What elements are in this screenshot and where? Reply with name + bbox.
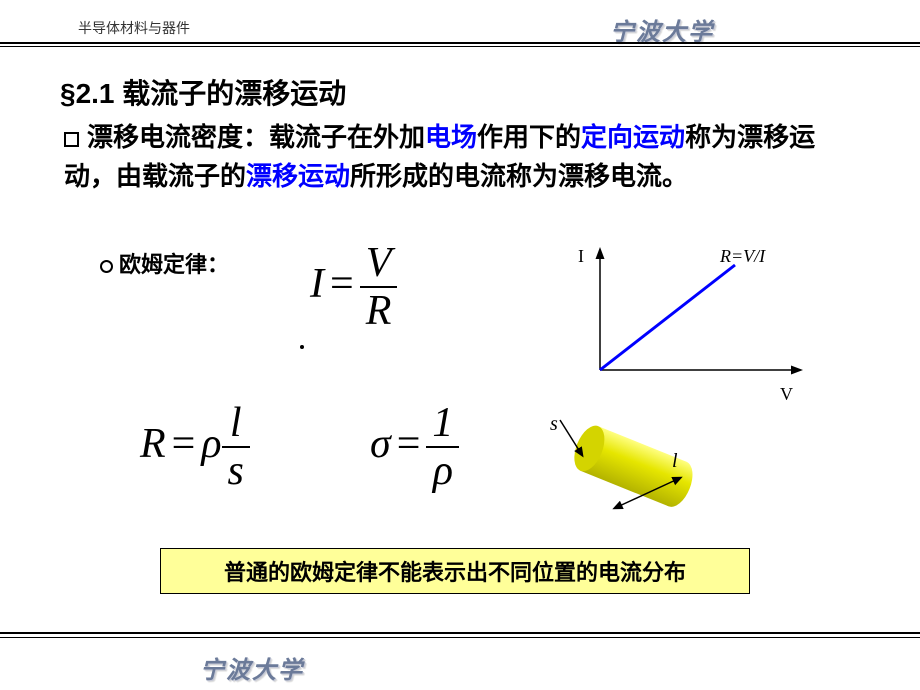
university-logo-bottom: 宁波大学 [200,650,304,685]
eq-R: R [140,421,166,467]
para-tail: 所形成的电流称为漂移电流。 [350,162,688,191]
circle-bullet-icon [100,260,113,273]
para-hl-directed: 定向运动 [581,123,685,152]
eq-1: 1 [426,400,459,448]
y-axis-label: I [578,246,584,266]
ohm-label-text: 欧姆定律： [119,252,229,277]
x-axis-label: V [780,384,793,404]
eq-rho: ρ [201,421,221,467]
slope-label: R=V/I [719,246,766,266]
l-label: l [672,450,678,473]
note-box: 普通的欧姆定律不能表示出不同位置的电流分布 [160,548,750,594]
course-name: 半导体材料与器件 [78,18,190,38]
eq-I: I [310,261,324,307]
equation-resistance: R=ρls [140,400,250,494]
equation-conductivity: σ=1ρ [370,400,459,494]
para-hl-field: 电场 [425,123,477,152]
eq-rho-den: ρ [426,448,459,494]
para-mid1: 作用下的 [477,123,581,152]
header-rule-thin [0,46,920,47]
slide-header: 半导体材料与器件 宁波大学 [0,0,920,40]
s-arrow [560,420,582,455]
para-hl-drift: 漂移运动 [246,162,350,191]
para-lead: 漂移电流密度：载流子在外加 [87,123,425,152]
section-title: §2.1 载流子的漂移运动 [60,72,346,112]
header-rule-thick [0,42,920,44]
eq-sigma: σ [370,421,391,467]
eq-R-den: R [360,288,398,334]
iv-line [600,265,735,370]
footer-rule-thin [0,637,920,638]
equation-ohms-law: I=VR [310,240,397,334]
iv-graph: I V R=V/I [560,240,820,410]
s-label: s [550,413,558,436]
eq-l: l [222,400,250,448]
ohm-law-label: 欧姆定律： [100,247,229,279]
eq-s: s [222,448,250,494]
pointer-dot-icon [300,345,304,349]
eq-V: V [360,240,398,288]
footer-rule-thick [0,632,920,634]
cylinder-diagram [530,400,770,540]
square-bullet-icon [64,132,79,147]
definition-paragraph: 漂移电流密度：载流子在外加电场作用下的定向运动称为漂移运动，由载流子的漂移运动所… [64,118,864,196]
